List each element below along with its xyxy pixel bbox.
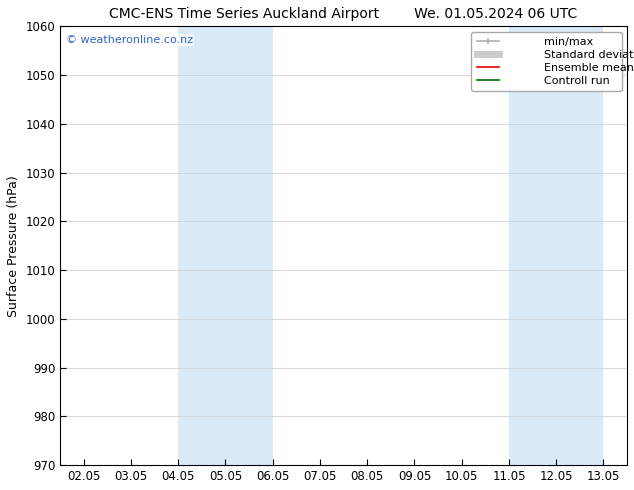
- Title: CMC-ENS Time Series Auckland Airport        We. 01.05.2024 06 UTC: CMC-ENS Time Series Auckland Airport We.…: [110, 7, 578, 21]
- Legend: min/max, Standard deviation, Ensemble mean run, Controll run: min/max, Standard deviation, Ensemble me…: [472, 32, 621, 91]
- Bar: [509, 26, 604, 465]
- Text: © weatheronline.co.nz: © weatheronline.co.nz: [66, 35, 193, 45]
- Bar: [178, 26, 273, 465]
- Y-axis label: Surface Pressure (hPa): Surface Pressure (hPa): [7, 175, 20, 317]
